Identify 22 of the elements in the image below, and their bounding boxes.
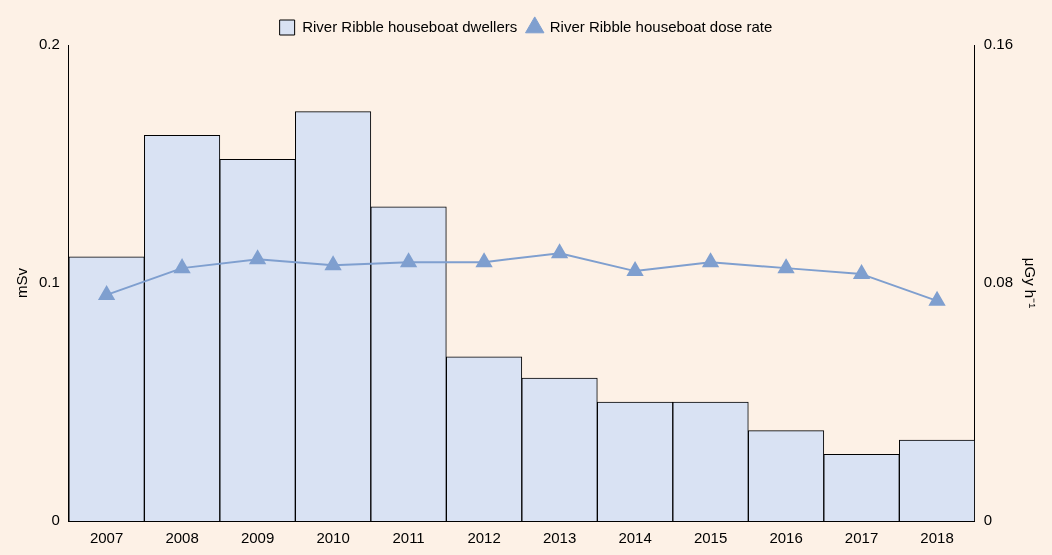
legend-label: River Ribble houseboat dose rate [549,17,773,35]
x-tick-label: 2007 [89,529,124,547]
y-tick-label: 0.2 [38,35,60,53]
x-tick-label: 2018 [920,529,954,547]
y2-axis-title: μGy h⁻¹ [1021,257,1039,309]
legend-label: River Ribble houseboat dwellers [302,17,518,35]
y2-tick-label: 0 [983,511,993,529]
y2-tick-label: 0.08 [983,273,1014,291]
x-tick-label: 2012 [467,529,501,547]
x-tick-label: 2013 [542,529,577,547]
y-axis-title: mSv [13,267,31,298]
y-tick-label: 0 [51,511,60,529]
y2-tick-label: 0.16 [983,35,1014,53]
x-tick-label: 2009 [240,529,275,547]
x-tick-label: 2010 [316,529,350,547]
y-tick-label: 0.1 [38,273,60,291]
x-tick-label: 2014 [618,529,652,547]
x-tick-label: 2015 [693,529,728,547]
x-tick-label: 2008 [165,529,199,547]
x-tick-label: 2011 [392,529,425,547]
x-tick-label: 2016 [769,529,803,547]
x-tick-label: 2017 [844,529,879,547]
